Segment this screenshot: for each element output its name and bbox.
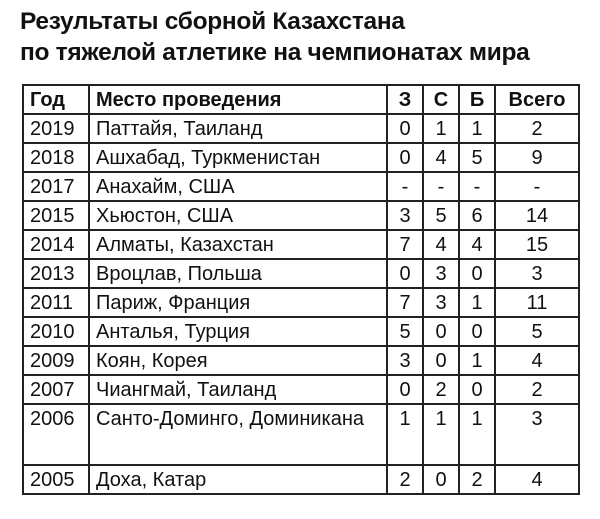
cell-total: 2 xyxy=(494,374,580,405)
cell-silver: 4 xyxy=(422,142,460,173)
cell-total: 14 xyxy=(494,200,580,231)
cell-place: Чиангмай, Таиланд xyxy=(88,374,388,405)
table-row: 2007 Чиангмай, Таиланд 0 2 0 2 xyxy=(22,374,580,405)
cell-gold: 0 xyxy=(386,374,424,405)
cell-gold: 3 xyxy=(386,200,424,231)
cell-total: 4 xyxy=(494,464,580,495)
cell-total: 9 xyxy=(494,142,580,173)
cell-year: 2018 xyxy=(22,142,90,173)
header-place: Место проведения xyxy=(88,84,388,115)
page-title: Результаты сборной Казахстана по тяжелой… xyxy=(20,6,530,68)
cell-place: Анталья, Турция xyxy=(88,316,388,347)
cell-gold: 0 xyxy=(386,142,424,173)
results-table: Год Место проведения З С Б Всего 2019 Пат… xyxy=(22,84,580,495)
cell-total: 11 xyxy=(494,287,580,318)
cell-year: 2010 xyxy=(22,316,90,347)
table-row: 2010 Анталья, Турция 5 0 0 5 xyxy=(22,316,580,347)
table-row: 2013 Вроцлав, Польша 0 3 0 3 xyxy=(22,258,580,289)
cell-year: 2006 xyxy=(22,403,90,466)
header-gold: З xyxy=(386,84,424,115)
table-row: 2017 Анахайм, США - - - - xyxy=(22,171,580,202)
cell-year: 2011 xyxy=(22,287,90,318)
cell-total: 15 xyxy=(494,229,580,260)
cell-silver: 4 xyxy=(422,229,460,260)
cell-place: Коян, Корея xyxy=(88,345,388,376)
cell-bronze: 0 xyxy=(458,374,496,405)
header-silver: С xyxy=(422,84,460,115)
header-total: Всего xyxy=(494,84,580,115)
cell-total: 4 xyxy=(494,345,580,376)
cell-silver: 3 xyxy=(422,258,460,289)
cell-silver: 0 xyxy=(422,345,460,376)
cell-year: 2015 xyxy=(22,200,90,231)
cell-bronze: 5 xyxy=(458,142,496,173)
cell-place: Анахайм, США xyxy=(88,171,388,202)
cell-bronze: 1 xyxy=(458,287,496,318)
cell-silver: 0 xyxy=(422,316,460,347)
cell-gold: 7 xyxy=(386,229,424,260)
cell-year: 2017 xyxy=(22,171,90,202)
table-row: 2015 Хьюстон, США 3 5 6 14 xyxy=(22,200,580,231)
cell-silver: 5 xyxy=(422,200,460,231)
cell-bronze: 4 xyxy=(458,229,496,260)
cell-year: 2019 xyxy=(22,113,90,144)
cell-gold: 0 xyxy=(386,113,424,144)
cell-gold: 3 xyxy=(386,345,424,376)
cell-bronze: 1 xyxy=(458,403,496,466)
cell-bronze: 2 xyxy=(458,464,496,495)
header-bronze: Б xyxy=(458,84,496,115)
cell-total: 3 xyxy=(494,258,580,289)
table-row: 2005 Доха, Катар 2 0 2 4 xyxy=(22,464,580,495)
cell-silver: - xyxy=(422,171,460,202)
cell-total: - xyxy=(494,171,580,202)
cell-total: 2 xyxy=(494,113,580,144)
cell-gold: - xyxy=(386,171,424,202)
cell-silver: 1 xyxy=(422,403,460,466)
cell-place: Вроцлав, Польша xyxy=(88,258,388,289)
title-line-1: Результаты сборной Казахстана xyxy=(20,8,405,35)
table-row: 2014 Алматы, Казахстан 7 4 4 15 xyxy=(22,229,580,260)
cell-year: 2007 xyxy=(22,374,90,405)
cell-gold: 2 xyxy=(386,464,424,495)
cell-place: Паттайя, Таиланд xyxy=(88,113,388,144)
cell-year: 2014 xyxy=(22,229,90,260)
cell-bronze: 0 xyxy=(458,258,496,289)
table-header-row: Год Место проведения З С Б Всего xyxy=(22,84,580,115)
table-row: 2018 Ашхабад, Туркменистан 0 4 5 9 xyxy=(22,142,580,173)
cell-total: 3 xyxy=(494,403,580,466)
cell-bronze: 1 xyxy=(458,113,496,144)
cell-place: Хьюстон, США xyxy=(88,200,388,231)
cell-gold: 0 xyxy=(386,258,424,289)
cell-place: Доха, Катар xyxy=(88,464,388,495)
header-year: Год xyxy=(22,84,90,115)
cell-bronze: 0 xyxy=(458,316,496,347)
cell-gold: 7 xyxy=(386,287,424,318)
cell-bronze: 1 xyxy=(458,345,496,376)
cell-silver: 1 xyxy=(422,113,460,144)
cell-silver: 0 xyxy=(422,464,460,495)
cell-place: Алматы, Казахстан xyxy=(88,229,388,260)
table-row: 2006 Санто-Доминго, Доминикана 1 1 1 3 xyxy=(22,403,580,466)
cell-bronze: 6 xyxy=(458,200,496,231)
cell-gold: 5 xyxy=(386,316,424,347)
cell-silver: 2 xyxy=(422,374,460,405)
cell-place: Париж, Франция xyxy=(88,287,388,318)
table-row: 2009 Коян, Корея 3 0 1 4 xyxy=(22,345,580,376)
title-line-2: по тяжелой атлетике на чемпионатах мира xyxy=(20,39,530,66)
cell-place: Санто-Доминго, Доминикана xyxy=(88,403,388,466)
cell-place: Ашхабад, Туркменистан xyxy=(88,142,388,173)
cell-silver: 3 xyxy=(422,287,460,318)
cell-bronze: - xyxy=(458,171,496,202)
cell-year: 2013 xyxy=(22,258,90,289)
table-row: 2011 Париж, Франция 7 3 1 11 xyxy=(22,287,580,318)
cell-total: 5 xyxy=(494,316,580,347)
table-row: 2019 Паттайя, Таиланд 0 1 1 2 xyxy=(22,113,580,144)
cell-gold: 1 xyxy=(386,403,424,466)
cell-year: 2005 xyxy=(22,464,90,495)
cell-year: 2009 xyxy=(22,345,90,376)
